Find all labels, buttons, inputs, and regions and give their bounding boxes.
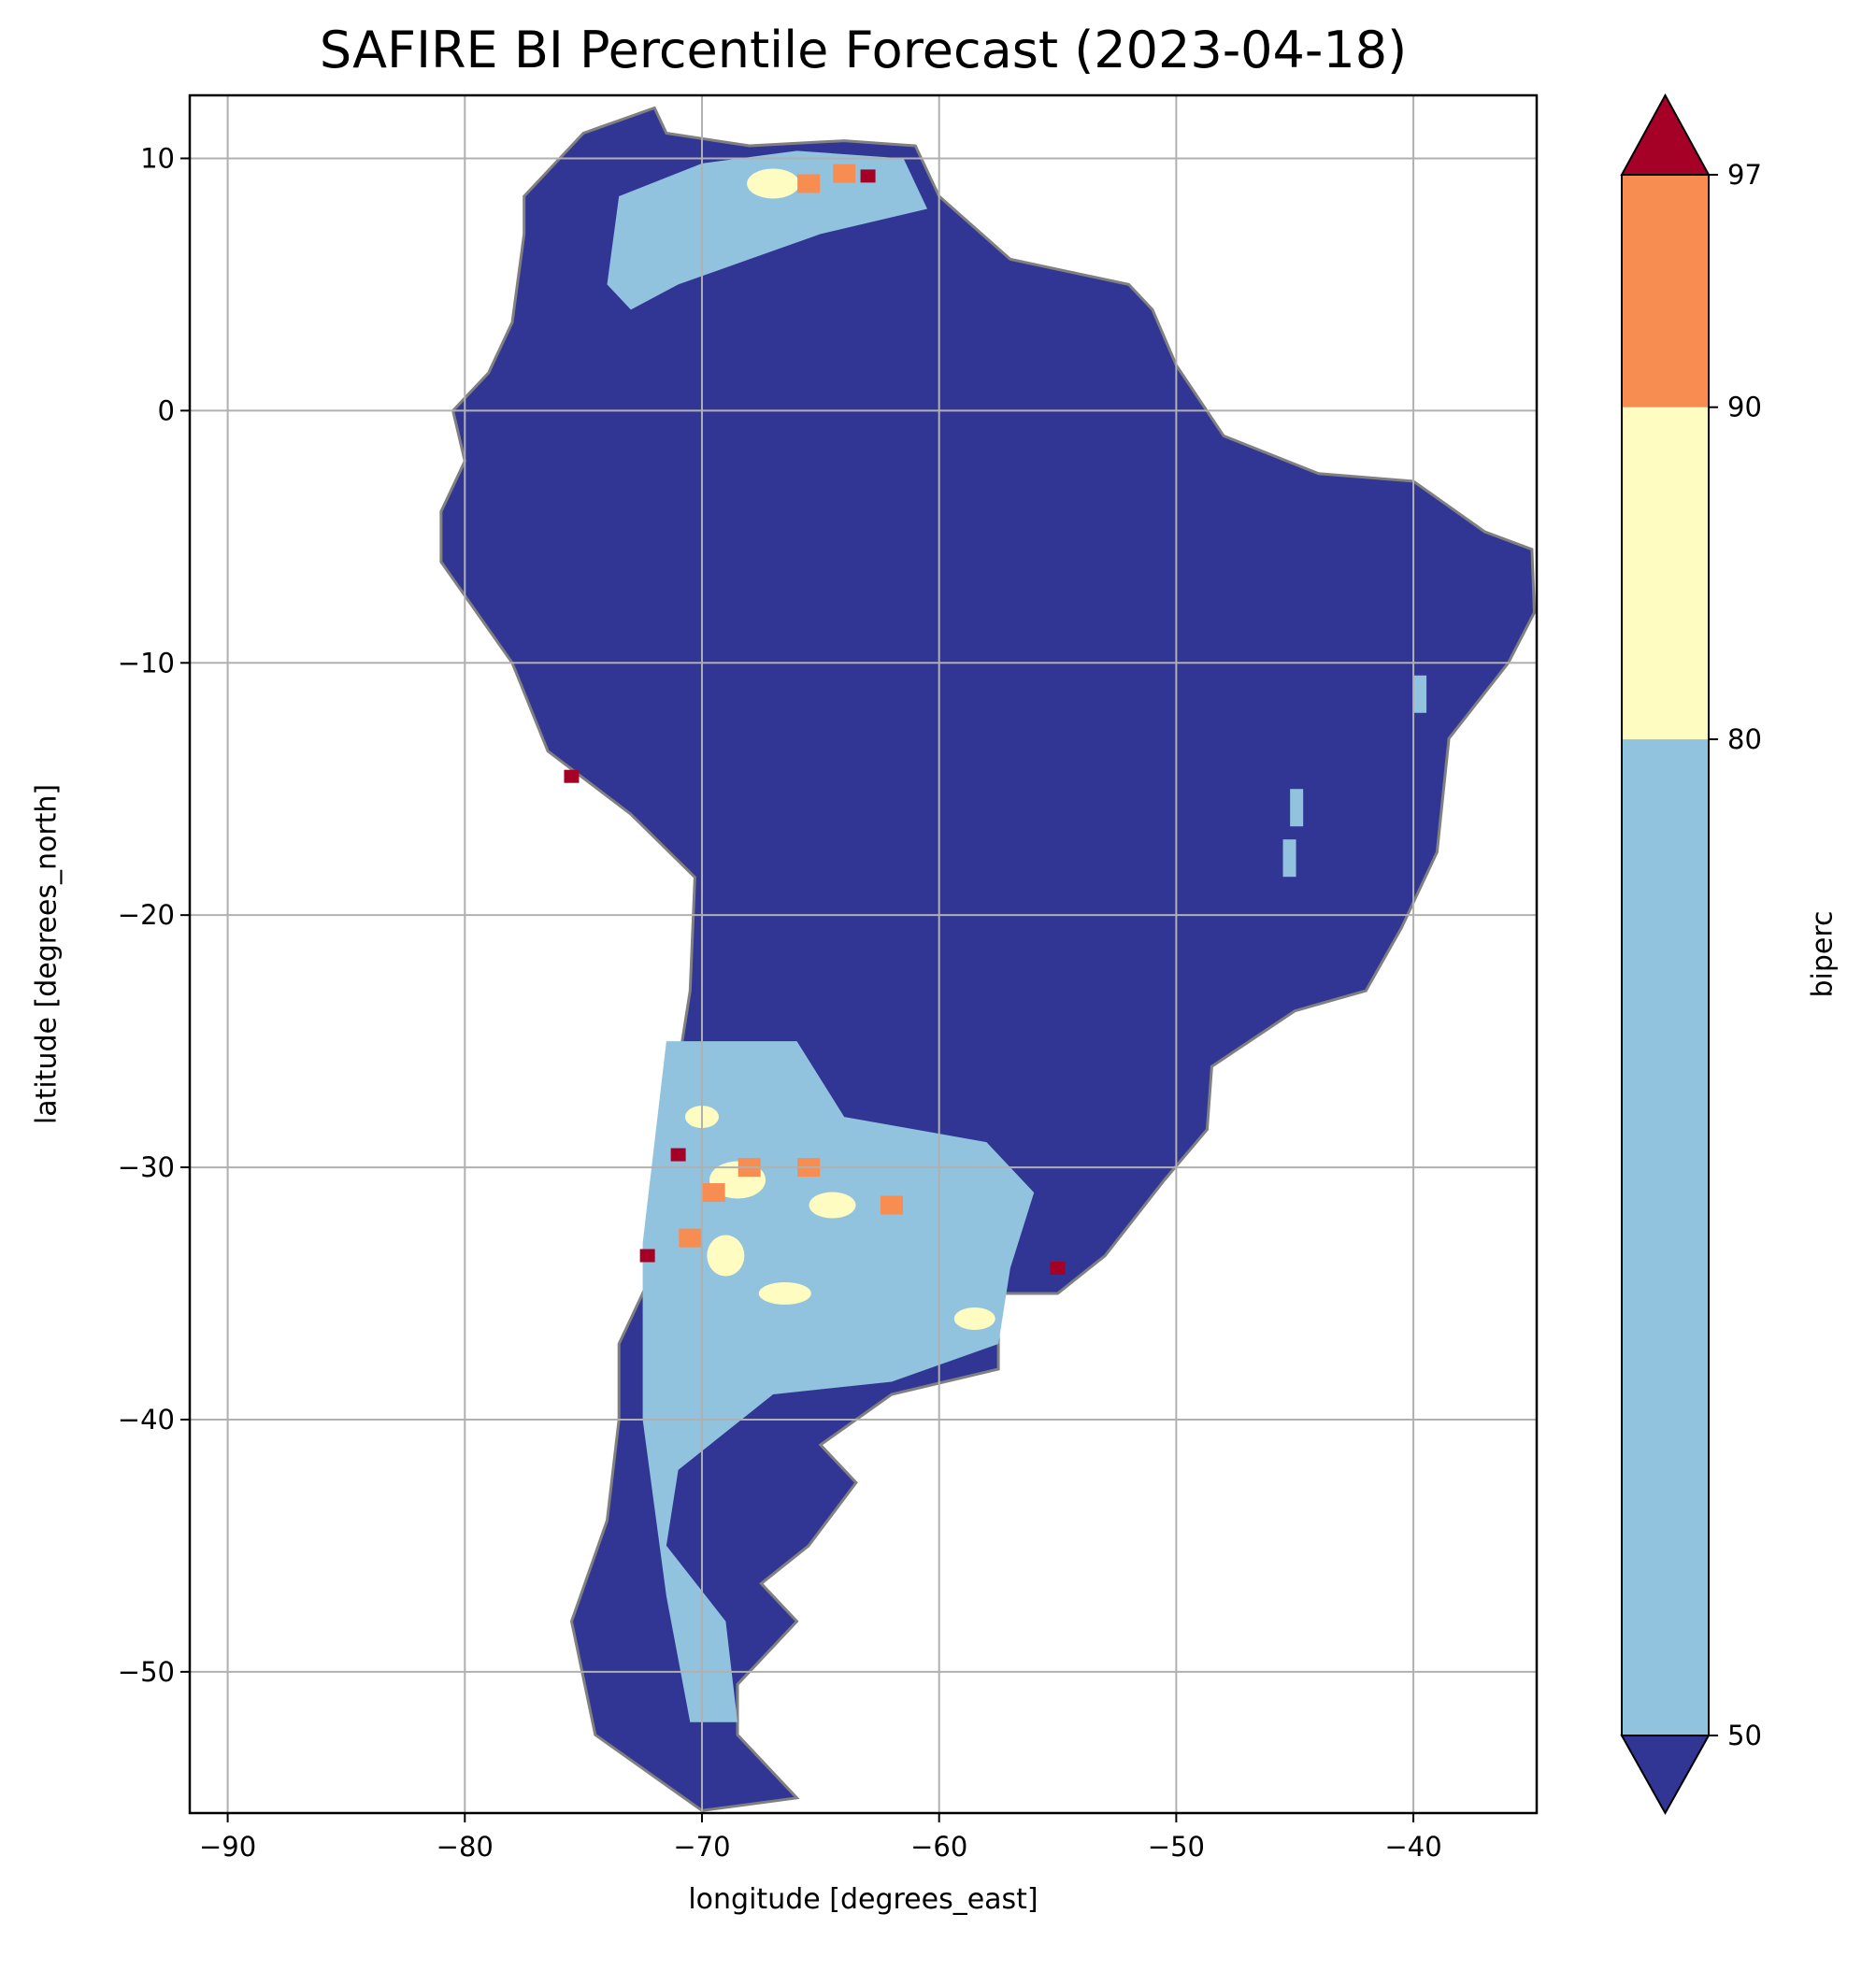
x-tick-label: −40 bbox=[1384, 1831, 1441, 1863]
colorbar-band bbox=[1622, 739, 1709, 1736]
patch-50-80 bbox=[1290, 789, 1304, 827]
y-tick-label: −20 bbox=[118, 899, 175, 931]
colorbar-frame bbox=[1621, 174, 1710, 1736]
colorbar-extend-min bbox=[1620, 1735, 1711, 1816]
x-tick-label: −90 bbox=[199, 1831, 256, 1863]
x-tick-label: −60 bbox=[910, 1831, 967, 1863]
y-tick-label: −50 bbox=[118, 1656, 175, 1688]
patch-50-80 bbox=[1413, 675, 1427, 713]
patch-90-97 bbox=[679, 1228, 702, 1248]
land-below-50 bbox=[439, 106, 1537, 1812]
y-tick-label: 10 bbox=[140, 142, 175, 174]
patch-90-97 bbox=[880, 1195, 903, 1215]
colorbar-extend-max bbox=[1620, 93, 1711, 176]
colorbar-tick-label: 50 bbox=[1727, 1720, 1762, 1751]
y-tick-label: −30 bbox=[118, 1151, 175, 1183]
patch-80-90 bbox=[707, 1235, 745, 1277]
patch-above-97 bbox=[860, 169, 876, 183]
patch-above-97 bbox=[639, 1249, 655, 1263]
y-tick-label: −10 bbox=[118, 647, 175, 678]
patch-above-97 bbox=[670, 1148, 686, 1162]
colorbar-band bbox=[1622, 407, 1709, 740]
axes-frame bbox=[188, 93, 1539, 1815]
chart-title: SAFIRE BI Percentile Forecast (2023-04-1… bbox=[319, 21, 1408, 79]
y-tick-label: −40 bbox=[118, 1404, 175, 1435]
y-axis-label: latitude [degrees_north] bbox=[30, 783, 64, 1125]
patch-50-80 bbox=[1282, 839, 1296, 878]
patch-above-97 bbox=[1050, 1262, 1066, 1276]
colorbar-tick-label: 90 bbox=[1727, 392, 1762, 423]
x-tick-label: −70 bbox=[673, 1831, 730, 1863]
region-50-80-argentina bbox=[642, 1041, 1035, 1722]
patch-80-90 bbox=[809, 1192, 856, 1219]
colorbar-tick-label: 97 bbox=[1727, 159, 1762, 191]
y-tick-label: 0 bbox=[158, 394, 175, 426]
x-tick-label: −50 bbox=[1148, 1831, 1205, 1863]
colorbar-tick-label: 80 bbox=[1727, 723, 1762, 755]
x-axis-label: longitude [degrees_east] bbox=[688, 1883, 1038, 1916]
patch-80-90 bbox=[758, 1282, 811, 1306]
patch-80-90 bbox=[747, 168, 800, 199]
patch-90-97 bbox=[833, 164, 856, 183]
x-tick-label: −80 bbox=[437, 1831, 494, 1863]
colorbar-label: biperc bbox=[1806, 910, 1840, 998]
colorbar-band bbox=[1622, 175, 1709, 407]
patch-90-97 bbox=[797, 174, 821, 193]
patch-above-97 bbox=[564, 769, 580, 783]
patch-90-97 bbox=[702, 1183, 725, 1203]
region-50-80-venezuela bbox=[607, 150, 927, 310]
patch-80-90 bbox=[953, 1307, 995, 1331]
